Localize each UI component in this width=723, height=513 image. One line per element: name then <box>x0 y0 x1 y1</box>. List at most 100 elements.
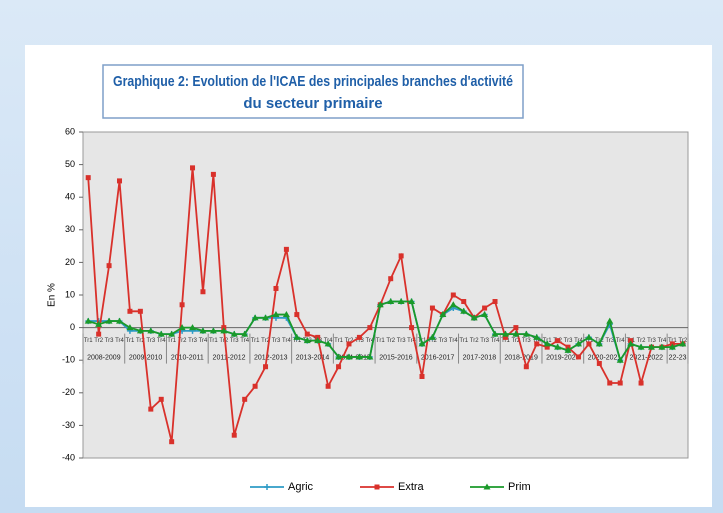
marker <box>96 331 102 337</box>
group-label: 2021-2022 <box>630 354 664 361</box>
x-tick-label: Tr2 <box>219 338 228 344</box>
x-tick-label: Tr3 <box>480 338 489 344</box>
marker <box>262 314 270 321</box>
marker <box>231 432 237 438</box>
marker <box>283 246 289 252</box>
marker <box>418 340 426 347</box>
marker <box>210 171 216 177</box>
marker <box>586 341 592 347</box>
x-tick-label: Tr1 <box>501 338 510 344</box>
marker <box>158 396 164 402</box>
y-tick-label: 50 <box>65 159 75 169</box>
x-tick-label: Tr2 <box>261 338 270 344</box>
chart-subtitle: du secteur primaire <box>243 95 382 112</box>
x-tick-label: Tr2 <box>94 338 103 344</box>
marker <box>595 340 603 347</box>
marker <box>606 317 614 324</box>
marker <box>324 340 332 347</box>
x-tick-label: Tr3 <box>146 338 155 344</box>
marker <box>314 337 322 344</box>
marker <box>533 333 541 340</box>
marker <box>251 314 259 321</box>
marker <box>117 178 123 184</box>
marker <box>304 331 310 337</box>
x-tick-label: Tr1 <box>376 338 385 344</box>
marker <box>374 484 380 490</box>
marker <box>398 253 404 259</box>
series-line <box>87 300 684 363</box>
marker <box>147 327 155 334</box>
x-tick-label: Tr4 <box>449 338 458 344</box>
x-tick-label: Tr2 <box>511 338 520 344</box>
marker <box>179 302 185 308</box>
x-tick-label: Tr4 <box>407 338 416 344</box>
marker <box>555 338 561 344</box>
marker <box>282 311 290 318</box>
x-tick-label: Tr2 <box>386 338 395 344</box>
x-tick-label: Tr1 <box>126 338 135 344</box>
marker <box>460 307 468 314</box>
marker <box>429 305 435 311</box>
y-tick-label: -20 <box>62 387 75 397</box>
marker <box>190 165 196 171</box>
marker <box>137 308 143 314</box>
x-tick-label: Tr3 <box>397 338 406 344</box>
marker <box>345 353 353 360</box>
marker <box>512 330 520 337</box>
marker <box>513 325 519 331</box>
marker <box>491 330 499 337</box>
x-tick-label: Tr4 <box>491 338 500 344</box>
marker <box>481 311 489 318</box>
marker <box>482 305 488 311</box>
marker <box>178 324 186 331</box>
marker <box>647 343 655 350</box>
marker <box>199 327 207 334</box>
x-tick-label: Tr3 <box>564 338 573 344</box>
y-tick-label: 10 <box>65 289 75 299</box>
marker <box>242 396 248 402</box>
x-tick-label: Tr3 <box>522 338 531 344</box>
marker <box>470 314 478 321</box>
x-tick-label: Tr4 <box>199 338 208 344</box>
x-tick-label: Tr1 <box>334 338 343 344</box>
marker <box>303 337 311 344</box>
marker <box>168 330 176 337</box>
marker <box>502 334 508 340</box>
marker <box>241 330 249 337</box>
marker <box>126 324 134 331</box>
marker <box>169 439 175 445</box>
group-label: 2015-2016 <box>379 354 413 361</box>
series-line <box>87 167 683 442</box>
marker <box>273 285 279 291</box>
y-tick-label: 0 <box>70 322 75 332</box>
x-tick-label: Tr4 <box>157 338 166 344</box>
marker <box>272 311 280 318</box>
marker <box>638 380 644 386</box>
x-tick-label: Tr1 <box>292 338 301 344</box>
marker <box>627 340 635 347</box>
marker <box>449 301 457 308</box>
marker <box>220 327 228 334</box>
x-tick-label: Tr1 <box>668 338 677 344</box>
marker <box>387 298 395 305</box>
x-tick-label: Tr4 <box>616 338 625 344</box>
marker <box>346 341 352 347</box>
marker <box>408 298 416 305</box>
marker <box>230 330 238 337</box>
marker <box>127 308 133 314</box>
y-tick-label: -40 <box>62 452 75 462</box>
x-tick-label: Tr3 <box>230 338 239 344</box>
marker <box>336 364 342 370</box>
x-tick-label: Tr2 <box>178 338 187 344</box>
marker <box>585 333 593 340</box>
marker <box>575 354 581 360</box>
legend-label: Prim <box>508 481 531 493</box>
marker <box>564 346 572 353</box>
x-tick-label: Tr1 <box>585 338 594 344</box>
y-tick-label: -30 <box>62 420 75 430</box>
marker <box>616 356 624 363</box>
marker <box>668 343 676 350</box>
marker <box>366 353 374 360</box>
